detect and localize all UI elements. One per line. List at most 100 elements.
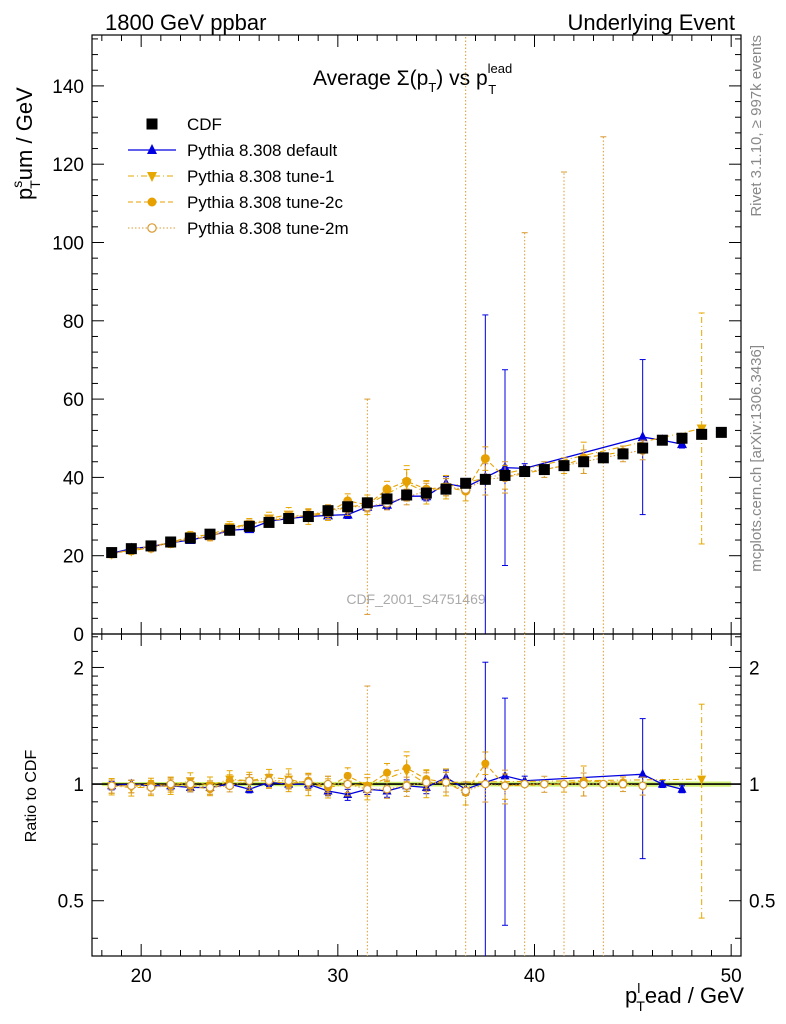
data-point bbox=[342, 501, 354, 513]
data-point bbox=[402, 476, 412, 486]
data-point bbox=[460, 477, 472, 489]
ratio-tick-label-right: 2 bbox=[749, 658, 760, 679]
ratio-point bbox=[205, 783, 215, 792]
ratio-tick-label-left: 1 bbox=[73, 775, 84, 796]
ratio-plot-area bbox=[92, 634, 741, 956]
data-point bbox=[499, 469, 511, 481]
legend-marker bbox=[147, 197, 157, 207]
rivet-label: Rivet 3.1.10, ≥ 997k events bbox=[748, 35, 765, 217]
y-tick-label: 140 bbox=[52, 77, 84, 98]
data-point bbox=[676, 432, 688, 444]
data-point bbox=[165, 536, 177, 548]
header-left: 1800 GeV ppbar bbox=[105, 10, 266, 35]
legend-item: Pythia 8.308 tune-2c bbox=[128, 193, 343, 212]
legend-item: Pythia 8.308 tune-1 bbox=[128, 167, 334, 186]
x-tick-label: 50 bbox=[721, 966, 742, 987]
data-point bbox=[401, 489, 413, 501]
legend-marker bbox=[147, 144, 157, 154]
data-point bbox=[656, 434, 668, 446]
data-point bbox=[637, 442, 649, 454]
data-point bbox=[125, 543, 137, 555]
ratio-point bbox=[264, 776, 274, 786]
x-tick-label: 40 bbox=[524, 966, 545, 987]
ratio-point bbox=[383, 768, 391, 777]
ratio-point bbox=[382, 784, 392, 794]
data-point bbox=[480, 454, 490, 464]
ratio-point bbox=[540, 779, 549, 789]
y-tick-label: 40 bbox=[63, 468, 84, 489]
ratio-series-pythia-8-308-tune-2m bbox=[107, 634, 647, 956]
ratio-tick-label-right: 0.5 bbox=[749, 892, 775, 913]
data-point bbox=[243, 520, 255, 532]
data-point bbox=[578, 456, 590, 468]
data-point bbox=[224, 524, 236, 536]
main-panel: 0 20 40 60 80 100 120 140 bbox=[52, 34, 742, 646]
main-plot-area bbox=[106, 35, 727, 634]
data-point bbox=[263, 516, 275, 528]
legend: CDF Pythia 8.308 default Pythia 8.308 tune… bbox=[128, 115, 349, 238]
ratio-point bbox=[481, 759, 490, 768]
x-tick-label: 30 bbox=[327, 966, 348, 987]
data-point bbox=[361, 497, 373, 509]
data-point bbox=[322, 505, 334, 517]
legend-label: Pythia 8.308 default bbox=[187, 141, 338, 160]
y-tick-label: 120 bbox=[52, 155, 84, 176]
title-sub-1: T bbox=[428, 80, 436, 95]
ratio-point bbox=[618, 779, 628, 789]
title-sub-2: T bbox=[488, 82, 496, 97]
ratio-point bbox=[441, 771, 451, 781]
y-tick-label: 20 bbox=[63, 547, 84, 568]
legend-marker bbox=[147, 172, 157, 182]
ratio-point bbox=[166, 779, 175, 789]
ratio-point bbox=[638, 781, 647, 791]
y-tick-label: 80 bbox=[63, 312, 84, 333]
ratio-series-pythia-8-308-tune-1 bbox=[107, 703, 707, 919]
ratio-point bbox=[657, 778, 667, 788]
legend-label: Pythia 8.308 tune-2c bbox=[187, 193, 343, 212]
ratio-point bbox=[422, 778, 431, 787]
ratio-point bbox=[520, 779, 529, 789]
ratio-tick-label-left: 2 bbox=[73, 658, 84, 679]
y-tick-label: 60 bbox=[63, 390, 84, 411]
series-pythia-8-308-tune-2m bbox=[106, 35, 648, 634]
ratio-point bbox=[343, 779, 352, 789]
ratio-point bbox=[481, 779, 490, 789]
ratio-panel: 20 30 40 50 0.5 0.5 1 1 2 2 bbox=[58, 633, 775, 987]
ratio-line bbox=[111, 780, 643, 792]
legend-label: Pythia 8.308 tune-1 bbox=[187, 167, 334, 186]
ratio-point bbox=[697, 775, 707, 785]
legend-marker bbox=[146, 118, 158, 130]
data-point bbox=[500, 461, 510, 472]
legend-label: CDF bbox=[187, 115, 222, 134]
ratio-point bbox=[599, 779, 608, 789]
y-tick-label: 100 bbox=[52, 233, 84, 254]
y-tick-label: 0 bbox=[73, 625, 84, 646]
legend-item: CDF bbox=[146, 115, 222, 134]
watermark: CDF_2001_S4751469 bbox=[346, 591, 486, 607]
data-point bbox=[637, 431, 648, 442]
data-point bbox=[420, 487, 432, 499]
x-axis-label: pl Tead / GeV bbox=[625, 980, 744, 1014]
ratio-tick-label-right: 1 bbox=[749, 775, 760, 796]
data-point bbox=[381, 493, 393, 505]
ratio-point bbox=[323, 779, 333, 789]
header-right: Underlying Event bbox=[567, 10, 735, 35]
legend-item: Pythia 8.308 tune-2m bbox=[128, 219, 349, 238]
data-point bbox=[302, 511, 314, 523]
mcplots-label: mcplots.cern.ch [arXiv:1306.3436] bbox=[748, 345, 765, 572]
data-point bbox=[382, 484, 392, 494]
ratio-point bbox=[225, 781, 234, 791]
ratio-point bbox=[500, 781, 510, 791]
data-point bbox=[538, 464, 550, 476]
ratio-point bbox=[284, 776, 293, 786]
legend-item: Pythia 8.308 default bbox=[128, 141, 338, 160]
ratio-point bbox=[127, 781, 136, 791]
ratio-point bbox=[186, 779, 195, 789]
ratio-tick-label-left: 0.5 bbox=[58, 892, 84, 913]
series-pythia-8-308-tune-1 bbox=[106, 312, 707, 560]
series-cdf bbox=[106, 426, 727, 559]
ratio-series-pythia-8-308-default bbox=[107, 661, 687, 956]
